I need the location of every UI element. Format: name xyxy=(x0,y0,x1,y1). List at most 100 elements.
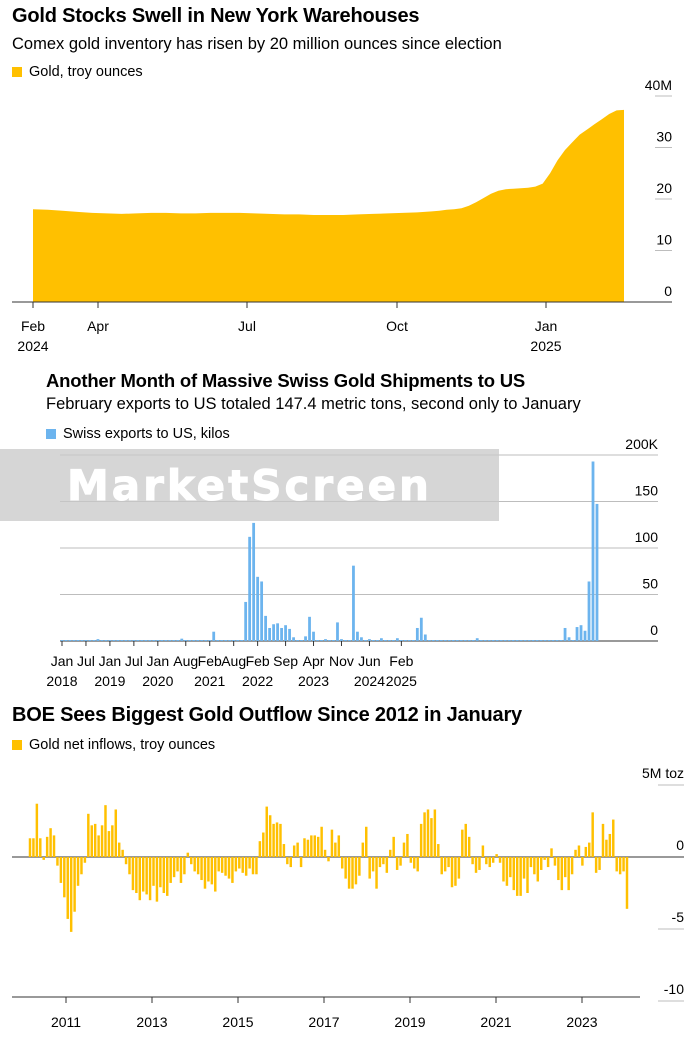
chart2-bar xyxy=(583,630,587,641)
chart3-bar xyxy=(430,818,433,857)
chart3-bar xyxy=(368,857,371,879)
chart3-bar xyxy=(546,857,550,868)
chart2-bar xyxy=(152,640,156,641)
chart3-bar xyxy=(169,857,172,883)
chart2-bar xyxy=(475,638,479,641)
chart3-bar xyxy=(567,857,570,891)
chart3-bar xyxy=(618,857,622,875)
chart2-bar xyxy=(372,640,375,641)
chart3-bar xyxy=(588,842,591,857)
chart2-bar xyxy=(563,627,567,641)
chart2-bar xyxy=(184,640,188,641)
chart2-bar xyxy=(212,631,216,641)
chart2-bar xyxy=(220,640,224,641)
chart3-bar xyxy=(275,822,279,857)
chart3-legend-swatch xyxy=(12,740,22,750)
chart3-bar xyxy=(162,857,166,893)
chart3-bar xyxy=(145,857,148,895)
chart3-bar xyxy=(310,835,313,857)
chart2-bar xyxy=(368,639,371,641)
chart2-bar xyxy=(304,636,307,641)
chart1-xtick-label: Apr xyxy=(87,318,109,334)
chart2-bar xyxy=(276,623,279,641)
chart2-bar xyxy=(555,640,559,641)
chart2-xtick-label: Feb xyxy=(246,653,270,669)
chart2-bar xyxy=(228,640,232,641)
chart3-xtick-label: 2013 xyxy=(136,1014,167,1030)
chart2-bar xyxy=(64,640,68,641)
chart2-bar xyxy=(336,622,339,641)
chart1-area-series xyxy=(33,109,624,303)
chart3-bar xyxy=(268,815,272,857)
chart3-bar xyxy=(395,857,399,870)
chart2-xtick-label: Jan xyxy=(147,653,170,669)
chart3-bar xyxy=(203,857,207,889)
chart2-bar xyxy=(156,640,160,641)
chart3-bar xyxy=(28,838,32,857)
chart2-bar xyxy=(483,640,487,641)
chart1-title: Gold Stocks Swell in New York Warehouses xyxy=(12,5,420,27)
chart3-bar xyxy=(344,857,347,879)
chart3-bar xyxy=(570,857,574,875)
chart3-bar xyxy=(584,846,588,857)
chart2-bar xyxy=(272,624,275,641)
chart3-bar xyxy=(176,857,179,872)
chart1-ytick: 10 xyxy=(656,232,672,248)
chart2-bar xyxy=(264,615,268,641)
chart3-bar xyxy=(598,857,601,870)
chart2-bar xyxy=(519,640,523,641)
chart2-bar xyxy=(88,640,92,641)
chart2-xtick-year: 2024 xyxy=(354,673,385,689)
chart3-bar xyxy=(93,823,97,857)
chart3-bar xyxy=(73,857,76,912)
chart3-bar xyxy=(419,823,423,857)
chart2-bar xyxy=(431,640,435,641)
chart2-bar xyxy=(104,640,108,641)
chart2-xtick-year: 2020 xyxy=(142,673,173,689)
chart2-bar xyxy=(531,640,535,641)
chart3-bar xyxy=(467,836,471,857)
chart2-bar xyxy=(360,637,363,641)
chart2-bar xyxy=(535,640,539,641)
chart2-bar xyxy=(248,536,252,641)
chart1-xtick-label: Oct xyxy=(386,318,408,334)
chart2-bar xyxy=(284,625,287,641)
chart2-bar xyxy=(348,640,351,641)
chart3-bar xyxy=(279,823,282,857)
chart2-bar xyxy=(511,640,515,641)
chart2-bar xyxy=(503,640,507,641)
chart2-bar xyxy=(252,522,256,641)
chart3-bar xyxy=(296,842,299,857)
chart2-bar xyxy=(547,640,551,641)
chart3-bar xyxy=(533,857,536,875)
chart3-bar xyxy=(66,857,69,919)
chart3-bar xyxy=(69,857,73,932)
chart2-bar xyxy=(415,627,419,641)
chart2-bar xyxy=(523,640,527,641)
chart2-bar xyxy=(499,640,503,641)
chart2-subtitle: February exports to US totaled 147.4 met… xyxy=(46,395,581,413)
chart3-bar xyxy=(244,857,248,876)
chart3-bar xyxy=(382,857,385,865)
chart2-ytick: 200K xyxy=(625,436,658,452)
chart1-xtick-label: Feb xyxy=(21,318,45,334)
chart2-bar xyxy=(567,637,571,641)
chart3-bar xyxy=(289,857,292,868)
chart3-bar xyxy=(543,857,546,860)
chart3-bar xyxy=(574,849,577,857)
chart3-bar xyxy=(440,857,443,875)
chart2-bar xyxy=(364,640,367,641)
chart2-xtick-label: Jan xyxy=(99,653,122,669)
chart2-legend-swatch xyxy=(46,429,56,439)
chart3-bar xyxy=(375,857,378,889)
chart2-xtick-label: Jul xyxy=(77,653,95,669)
chart2-ytick: 100 xyxy=(635,529,659,545)
chart3-bar xyxy=(214,857,217,892)
chart3-bar xyxy=(481,845,485,857)
chart3-xtick-label: 2021 xyxy=(480,1014,511,1030)
chart3-bar xyxy=(495,854,498,857)
chart2-bar xyxy=(260,581,264,641)
chart3-bar xyxy=(433,809,437,857)
chart3-bar xyxy=(457,857,461,879)
chart2-bar xyxy=(92,640,96,641)
